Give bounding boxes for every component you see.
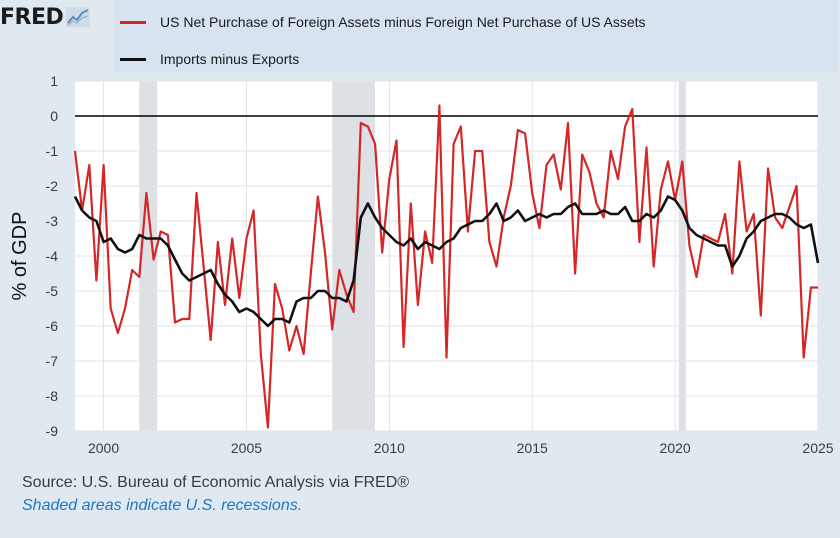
legend-item-series-2[interactable]: Imports minus Exports bbox=[114, 44, 299, 74]
source-text: Source: U.S. Bureau of Economic Analysis… bbox=[22, 474, 410, 491]
trend-graph-icon bbox=[66, 7, 91, 27]
x-tick-label: 2025 bbox=[802, 440, 833, 456]
legend-swatch-red bbox=[120, 20, 146, 24]
y-tick-label: -3 bbox=[46, 213, 59, 229]
chart-footer: Source: U.S. Bureau of Economic Analysis… bbox=[22, 474, 409, 515]
series-line-1[interactable] bbox=[73, 104, 818, 429]
x-tick-label: 2005 bbox=[231, 440, 262, 456]
y-tick-label: 1 bbox=[50, 73, 58, 89]
legend-label-series-2: Imports minus Exports bbox=[160, 51, 300, 67]
legend-item-series-1[interactable]: US Net Purchase of Foreign Assets minus … bbox=[114, 7, 646, 37]
y-tick-label: -5 bbox=[46, 283, 59, 299]
y-tick-label: -6 bbox=[46, 318, 59, 334]
x-tick-label: 2010 bbox=[374, 440, 405, 456]
legend-label-series-1: US Net Purchase of Foreign Assets minus … bbox=[160, 14, 646, 30]
chart-area: 1 0 -1 -2 -3 -4 -5 -6 -7 -8 -9 2000 2005 2010 2015 202… bbox=[0, 73, 840, 465]
fred-logo[interactable]: FRED bbox=[0, 2, 91, 32]
recession-note: Shaded areas indicate U.S. recessions. bbox=[22, 497, 303, 514]
y-tick-label: -4 bbox=[46, 248, 59, 264]
y-tick-label: 0 bbox=[50, 108, 58, 124]
y-tick-label: -7 bbox=[46, 353, 59, 369]
series-line-2[interactable] bbox=[73, 195, 820, 328]
y-tick-label: -9 bbox=[46, 423, 59, 439]
y-axis-label: % of GDP bbox=[9, 212, 31, 301]
x-tick-label: 2020 bbox=[660, 440, 691, 456]
line-chart: 1 0 -1 -2 -3 -4 -5 -6 -7 -8 -9 2000 2005 2010 2015 202… bbox=[9, 73, 834, 456]
fred-logo-text: FRED bbox=[0, 4, 64, 30]
legend-swatch-black bbox=[120, 57, 146, 61]
x-tick-label: 2015 bbox=[517, 440, 548, 456]
chart-header: FRED US Net Purchase of Foreign Assets m… bbox=[0, 0, 840, 73]
y-tick-label: -8 bbox=[46, 388, 59, 404]
y-tick-label: -2 bbox=[46, 178, 59, 194]
chart-legend: US Net Purchase of Foreign Assets minus … bbox=[114, 0, 838, 72]
y-tick-label: -1 bbox=[46, 143, 59, 159]
x-tick-label: 2000 bbox=[88, 440, 119, 456]
